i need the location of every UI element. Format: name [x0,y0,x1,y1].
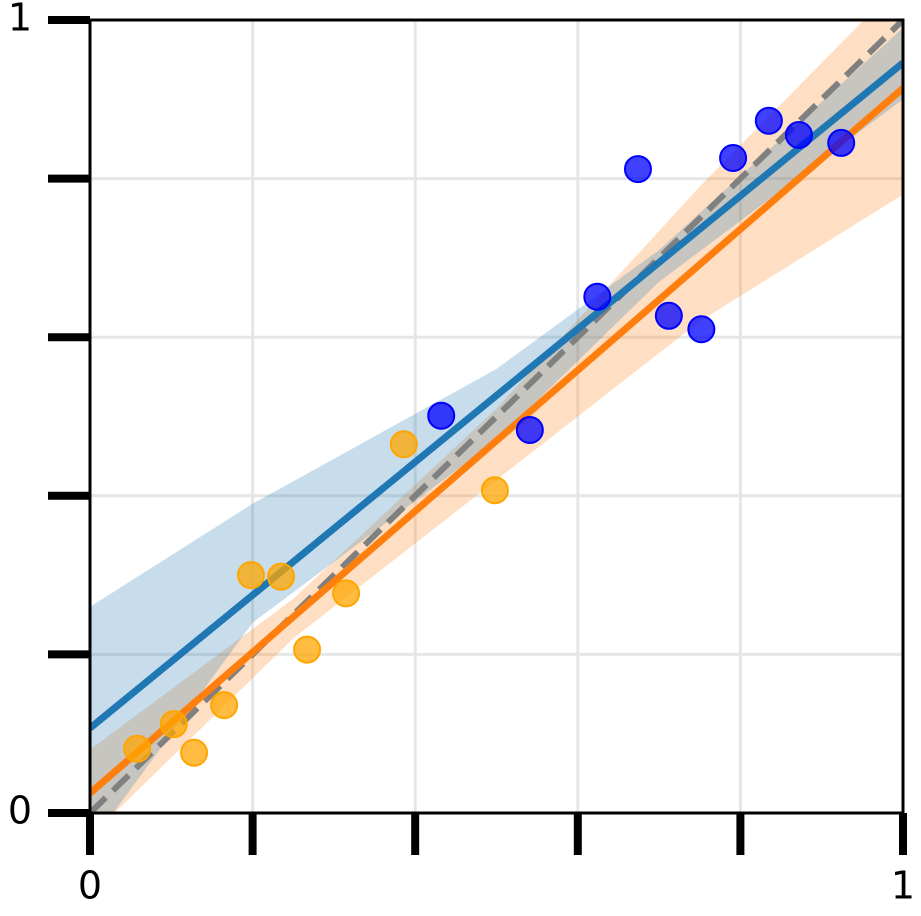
point [293,635,322,664]
x-tick-label: 1 [891,864,915,908]
fit-line [90,85,903,796]
y-tick-label: 1 [8,0,32,40]
point [267,562,296,591]
point [623,155,652,184]
point [515,415,544,444]
point [719,143,748,172]
point [180,738,209,767]
point [827,128,856,157]
fit-line [90,60,903,731]
point [480,476,509,505]
point [389,430,418,459]
point [210,691,239,720]
plot-area [90,20,903,813]
point [123,734,152,763]
point [332,579,361,608]
point [236,561,265,590]
ticks: 0 1 0 1 [8,0,915,908]
point [687,315,716,344]
x-tick-label: 0 [78,864,102,908]
point [784,120,813,149]
axes-frame [88,18,905,815]
reference-line [90,20,903,813]
point [427,401,456,430]
point [159,710,188,739]
y-tick-label: 0 [8,789,32,833]
point [654,301,683,330]
point [754,106,783,135]
point [583,282,612,311]
